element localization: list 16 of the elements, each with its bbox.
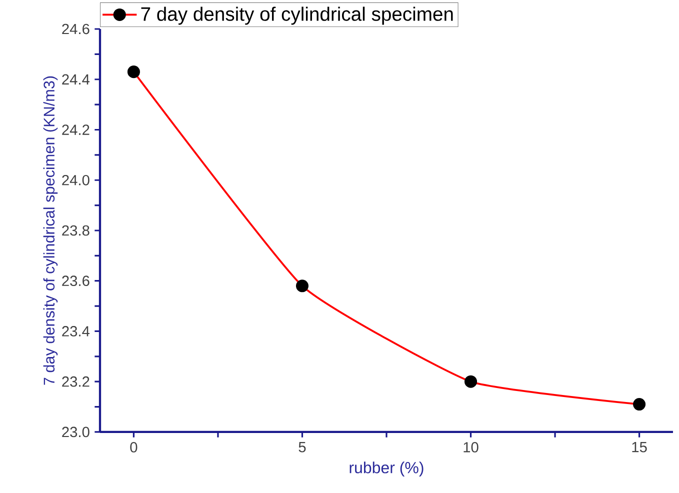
x-tick-label: 15: [632, 442, 647, 452]
y-tick-label: 23.2: [62, 376, 90, 387]
y-tick-label: 23.0: [62, 426, 90, 438]
y-tick-label: 24.0: [62, 174, 90, 186]
y-tick-label: 24.4: [62, 74, 90, 84]
x-axis-title: rubber (%): [350, 462, 424, 476]
legend-label: 7 day density of cylindrical specimen: [141, 6, 453, 25]
y-tick-label: 23.6: [62, 276, 90, 286]
x-tick-label: 10: [464, 442, 478, 452]
y-tick-label: 24.2: [62, 124, 90, 135]
y-tick-label: 23.4: [62, 326, 90, 336]
x-tick-label: 0: [130, 442, 138, 452]
y-tick-label: 24.6: [62, 24, 90, 34]
y-tick-label: 23.8: [62, 225, 90, 236]
y-axis-title: 7 day density of cylindrical specimen (KN/m3): [43, 76, 58, 385]
x-tick-label: 5: [298, 442, 306, 452]
